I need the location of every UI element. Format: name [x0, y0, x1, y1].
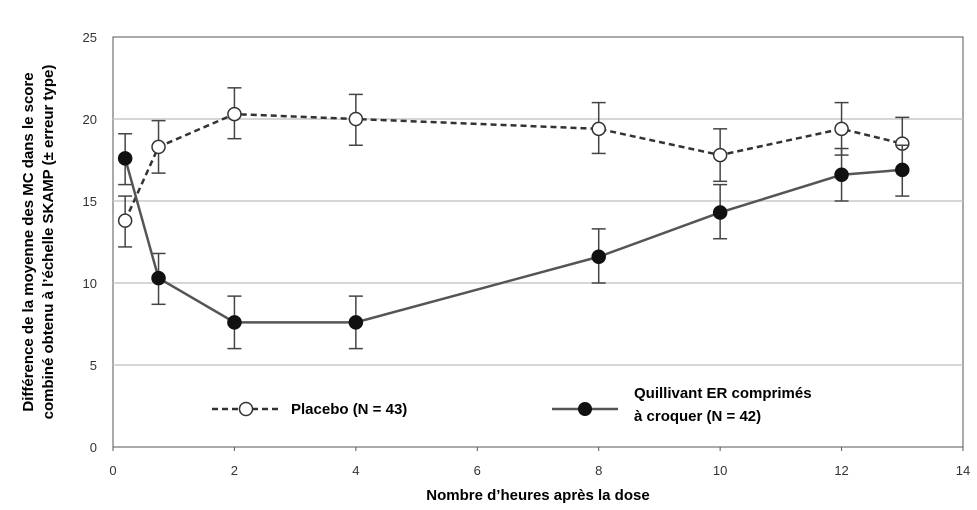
legend-quillivant-label-line-2: à croquer (N = 42) — [634, 408, 761, 425]
plot-frame — [112, 36, 964, 448]
placebo-point — [348, 111, 364, 127]
legend-quillivant-label-line-1: Quillivant ER comprimés — [634, 385, 812, 402]
y-tick-label-0: 0 — [90, 440, 97, 455]
quillivant-point — [834, 167, 849, 183]
x-tick-labels: 0 2 4 6 8 10 12 14 — [109, 447, 970, 478]
x-tick-label-10: 10 — [713, 463, 727, 478]
x-tick-label-14: 14 — [956, 463, 970, 478]
legend-quillivant-marker — [578, 402, 592, 416]
x-tick-label-8: 8 — [595, 463, 602, 478]
y-axis-title: Différence de la moyenne des MC dans le … — [20, 65, 57, 420]
y-axis-title-line-2: combiné obtenu à l’échelle SKAMP (± erre… — [40, 65, 57, 420]
quillivant-point — [591, 249, 606, 265]
quillivant-point — [712, 205, 728, 220]
placebo-point — [117, 213, 133, 228]
quillivant-point — [227, 315, 242, 330]
placebo-point — [712, 147, 728, 163]
y-tick-labels: 0 5 10 15 20 25 — [83, 30, 97, 455]
x-tick-label-0: 0 — [109, 463, 116, 478]
quillivant-point — [117, 151, 133, 166]
y-tick-label-10: 10 — [83, 276, 97, 291]
quillivant-point — [151, 270, 166, 286]
x-tick-label-6: 6 — [474, 463, 481, 478]
x-tick-label-12: 12 — [834, 463, 848, 478]
placebo-point — [227, 106, 242, 122]
y-axis-title-line-1: Différence de la moyenne des MC dans le … — [20, 72, 37, 411]
y-tick-label-25: 25 — [83, 30, 97, 45]
quillivant-point — [895, 162, 910, 178]
series-layer — [117, 87, 910, 350]
legend-placebo-marker — [238, 401, 254, 417]
y-tick-label-15: 15 — [83, 194, 97, 209]
series-quillivant — [117, 133, 910, 350]
y-tick-label-5: 5 — [90, 358, 97, 373]
placebo-point — [151, 139, 166, 155]
placebo-point — [591, 121, 606, 137]
x-tick-label-2: 2 — [231, 463, 238, 478]
quillivant-line — [123, 158, 903, 324]
x-tick-label-4: 4 — [352, 463, 359, 478]
grid-lines — [113, 118, 963, 366]
placebo-line — [124, 112, 903, 222]
y-tick-label-20: 20 — [83, 112, 97, 127]
placebo-point — [834, 121, 849, 137]
legend: Placebo (N = 43) Quillivant ER comprimés… — [212, 385, 812, 425]
x-axis-title: Nombre d’heures après la dose — [426, 487, 649, 504]
quillivant-point — [348, 315, 364, 330]
legend-placebo-label: Placebo (N = 43) — [291, 401, 407, 418]
